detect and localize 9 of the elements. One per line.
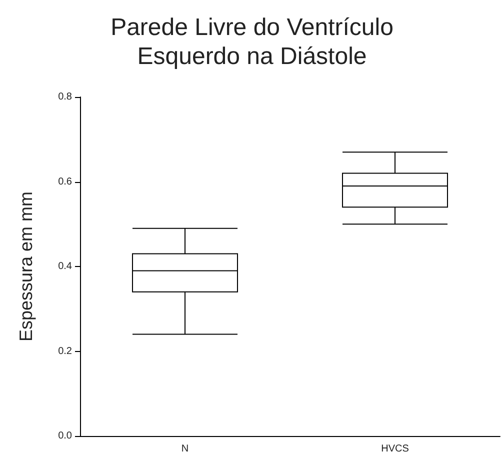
y-tick-label: 0.0 [58,430,72,442]
x-tick-label: N [181,444,189,454]
y-axis-title: Espessura em mm [16,191,36,342]
x-tick-label: HVCS [381,444,410,454]
y-tick-label: 0.4 [58,261,72,272]
y-tick-label: 0.8 [58,92,72,102]
y-tick-label: 0.2 [58,346,72,357]
chart-title: Parede Livre do Ventrículo Esquerdo na Diástole [110,14,394,70]
y-tick-label: 0.6 [58,176,72,188]
